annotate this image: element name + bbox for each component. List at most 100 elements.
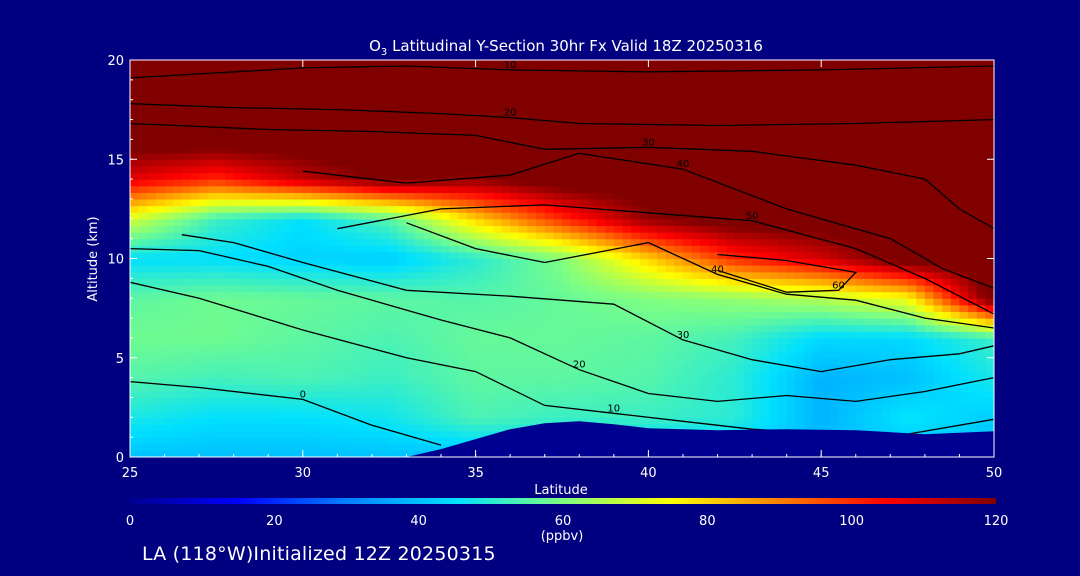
heatmap-cell [492,146,503,154]
heatmap-cell [907,238,917,246]
heatmap-cell [173,437,183,445]
heatmap-cell [795,318,805,326]
heatmap-cell [778,179,788,187]
heatmap-cell [225,291,235,299]
heatmap-cell [294,410,304,418]
heatmap-cell [847,298,857,306]
heatmap-cell [155,132,166,140]
heatmap-cell [406,370,416,379]
heatmap-cell [389,232,399,240]
heatmap-cell [596,245,606,253]
heatmap-cell [838,251,848,260]
heatmap-cell [898,384,909,392]
heatmap-cell [959,284,969,293]
heatmap-cell [397,370,408,379]
heatmap-cell [916,311,926,319]
heatmap-cell [242,179,252,187]
heatmap-cell [924,152,935,160]
heatmap-cell [302,344,313,352]
heatmap-cell [752,417,762,425]
heatmap-cell [242,298,252,306]
heatmap-cell [665,132,675,140]
heatmap-cell [933,126,943,134]
heatmap-cell [328,377,338,385]
heatmap-cell [665,225,675,233]
heatmap-cell [778,337,788,346]
heatmap-cell [389,205,399,213]
heatmap-cell [346,258,356,266]
heatmap-cell [613,304,624,313]
heatmap-cell [639,324,649,332]
heatmap-cell [155,437,166,445]
heatmap-cell [881,384,891,392]
heatmap-cell [812,423,822,432]
heatmap-cell [371,212,382,220]
heatmap-cell [380,337,390,346]
heatmap-cell [942,364,952,372]
heatmap-cell [423,218,433,227]
heatmap-cell [812,344,822,352]
heatmap-cell [250,278,261,286]
heatmap-cell [363,298,373,306]
heatmap-cell [389,179,399,187]
heatmap-cell [207,232,217,240]
heatmap-cell [855,271,865,279]
heatmap-cell [242,126,252,134]
heatmap-cell [881,284,891,293]
heatmap-cell [190,179,200,187]
heatmap-cell [985,165,994,174]
heatmap-cell [803,251,814,260]
heatmap-cell [371,192,382,200]
heatmap-cell [225,218,235,227]
heatmap-cell [976,225,986,233]
heatmap-cell [881,397,891,405]
heatmap-cell [337,218,347,227]
heatmap-cell [216,443,226,451]
heatmap-cell [492,384,503,392]
heatmap-cell [881,225,891,233]
heatmap-cell [734,218,745,227]
heatmap-cell [389,417,399,425]
heatmap-cell [449,390,459,399]
heatmap-cell [475,311,485,319]
heatmap-cell [562,370,572,379]
heatmap-cell [518,397,529,405]
heatmap-cell [855,384,865,392]
heatmap-cell [415,304,425,313]
heatmap-cell [423,232,433,240]
heatmap-cell [950,357,961,365]
heatmap-cell [622,337,632,346]
heatmap-cell [173,146,183,154]
heatmap-cell [233,417,243,425]
heatmap-cell [976,318,986,326]
heatmap-cell [898,351,909,359]
heatmap-cell [406,318,416,326]
heatmap-cell [829,390,840,399]
heatmap-cell [458,271,468,279]
heatmap-cell [968,258,978,266]
heatmap-cell [933,311,943,319]
heatmap-cell [864,410,874,418]
heatmap-cell [501,384,511,392]
heatmap-cell [449,397,459,405]
heatmap-cell [691,404,701,412]
heatmap-cell [933,159,943,167]
heatmap-cell [639,304,649,313]
heatmap-cell [708,377,719,385]
heatmap-cell [916,185,926,193]
heatmap-cell [363,205,373,213]
heatmap-cell [441,251,451,260]
heatmap-cell [976,377,986,385]
heatmap-cell [233,232,243,240]
heatmap-cell [803,318,814,326]
heatmap-cell [354,291,364,299]
heatmap-cell [536,265,546,273]
heatmap-cell [302,245,313,253]
heatmap-cell [898,423,909,432]
heatmap-cell [406,430,416,438]
heatmap-cell [363,225,373,233]
heatmap-cell [216,126,226,134]
heatmap-cell [587,271,598,279]
heatmap-cell [181,331,192,339]
heatmap-cell [354,278,364,286]
